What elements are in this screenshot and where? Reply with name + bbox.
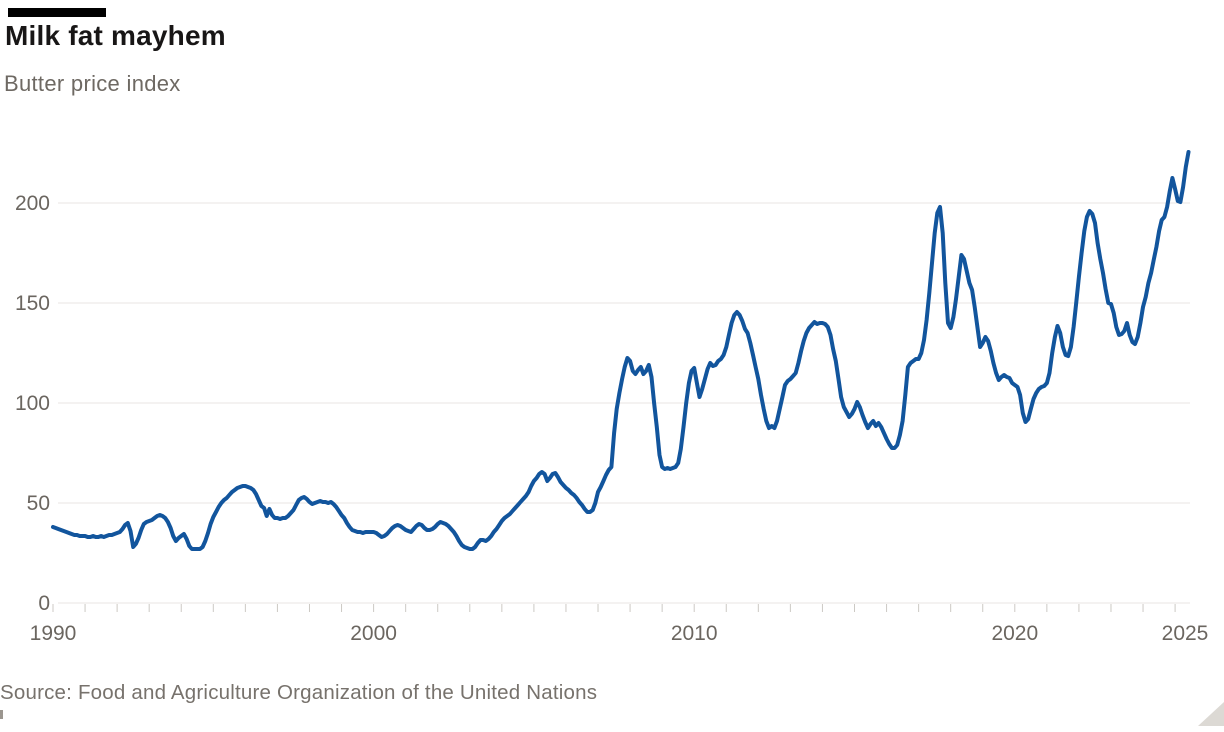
- y-tick-label: 0: [38, 592, 50, 615]
- price-line: [51, 150, 1191, 551]
- y-tick-label: 100: [15, 392, 50, 415]
- resize-handle-icon[interactable]: [1198, 702, 1224, 726]
- x-tick-label: 1990: [30, 622, 77, 645]
- y-tick-label: 200: [15, 192, 50, 215]
- x-tick-label: 2020: [991, 622, 1038, 645]
- source-text: Source: Food and Agriculture Organizatio…: [0, 681, 598, 704]
- accent-bar: [8, 8, 106, 17]
- y-tick-label: 150: [15, 292, 50, 315]
- x-tick-label: 2025: [1162, 622, 1209, 645]
- x-tick-label: 2010: [671, 622, 718, 645]
- chart-title: Milk fat mayhem: [5, 20, 226, 51]
- y-tick-label: 50: [27, 492, 50, 515]
- x-tick-label: 2000: [350, 622, 397, 645]
- text-artifact: [0, 710, 3, 719]
- chart-subtitle: Butter price index: [4, 71, 181, 96]
